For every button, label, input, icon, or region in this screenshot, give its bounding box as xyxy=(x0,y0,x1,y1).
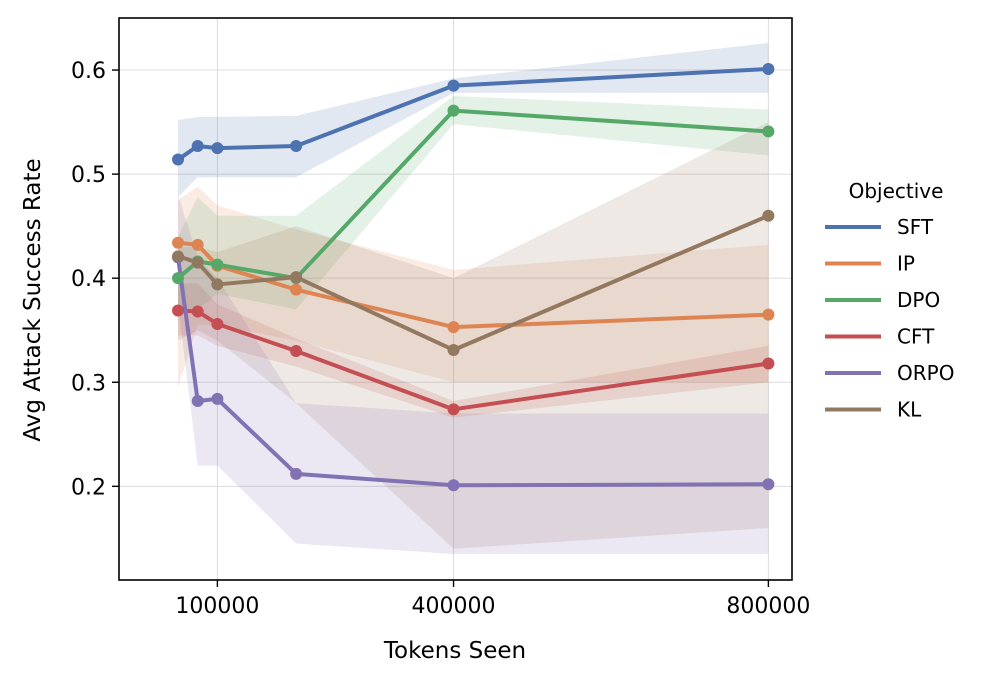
sft-point xyxy=(447,79,460,92)
legend: Objective SFT IP DPO CFT ORPO KL xyxy=(825,179,954,422)
ip-point xyxy=(447,321,460,334)
cft-point xyxy=(211,317,224,330)
sft-point xyxy=(191,140,204,153)
y-tick-label: 0.5 xyxy=(71,163,106,188)
series-points xyxy=(172,62,775,492)
sft-point xyxy=(211,142,224,155)
sft-point xyxy=(762,62,775,75)
kl-point xyxy=(191,256,204,269)
x-tick-label: 400000 xyxy=(412,594,496,619)
y-tick-label: 0.2 xyxy=(71,475,106,500)
dpo-point xyxy=(762,125,775,138)
legend-label-orpo: ORPO xyxy=(897,361,954,385)
legend-label-kl: KL xyxy=(897,398,922,422)
orpo-point xyxy=(447,479,460,492)
legend-label-ip: IP xyxy=(897,252,915,276)
sft-point xyxy=(290,140,303,153)
legend-title: Objective xyxy=(849,179,944,203)
cft-point xyxy=(762,357,775,370)
dpo-point xyxy=(172,272,185,285)
sft-point xyxy=(172,153,185,166)
y-tick-label: 0.3 xyxy=(71,371,106,396)
x-axis-ticks: 100000 400000 800000 xyxy=(175,580,810,619)
dpo-band xyxy=(178,96,769,310)
kl-band xyxy=(178,122,769,549)
x-tick-label: 800000 xyxy=(726,594,810,619)
ip-point xyxy=(172,236,185,249)
dpo-point xyxy=(447,104,460,117)
orpo-band xyxy=(178,194,769,554)
orpo-point xyxy=(290,467,303,480)
kl-point xyxy=(762,209,775,222)
cft-point xyxy=(191,305,204,318)
ip-point xyxy=(191,238,204,251)
y-axis-ticks: 0.2 0.3 0.4 0.5 0.6 xyxy=(71,59,119,500)
y-tick-label: 0.4 xyxy=(71,267,106,292)
y-axis-label: Avg Attack Success Rate xyxy=(20,158,46,441)
dpo-point xyxy=(211,258,224,271)
x-axis-label: Tokens Seen xyxy=(383,638,526,664)
plot-frame xyxy=(118,17,793,581)
orpo-point xyxy=(211,392,224,405)
grid-lines xyxy=(119,18,792,580)
kl-point xyxy=(290,271,303,284)
y-tick-label: 0.6 xyxy=(71,59,106,84)
legend-label-sft: SFT xyxy=(897,215,934,239)
orpo-point xyxy=(762,478,775,491)
ip-point xyxy=(762,308,775,321)
kl-point xyxy=(211,278,224,291)
sft-band xyxy=(178,42,769,198)
cft-point xyxy=(172,304,185,317)
cft-point xyxy=(447,403,460,416)
legend-label-cft: CFT xyxy=(897,325,935,349)
cft-point xyxy=(290,345,303,358)
x-tick-label: 100000 xyxy=(175,594,259,619)
confidence-bands xyxy=(178,42,769,554)
orpo-point xyxy=(191,394,204,407)
kl-point xyxy=(447,343,460,356)
ip-point xyxy=(290,283,303,296)
orpo-line xyxy=(176,255,771,488)
kl-point xyxy=(172,250,185,263)
ip-band xyxy=(178,186,769,388)
legend-label-dpo: DPO xyxy=(897,288,940,312)
